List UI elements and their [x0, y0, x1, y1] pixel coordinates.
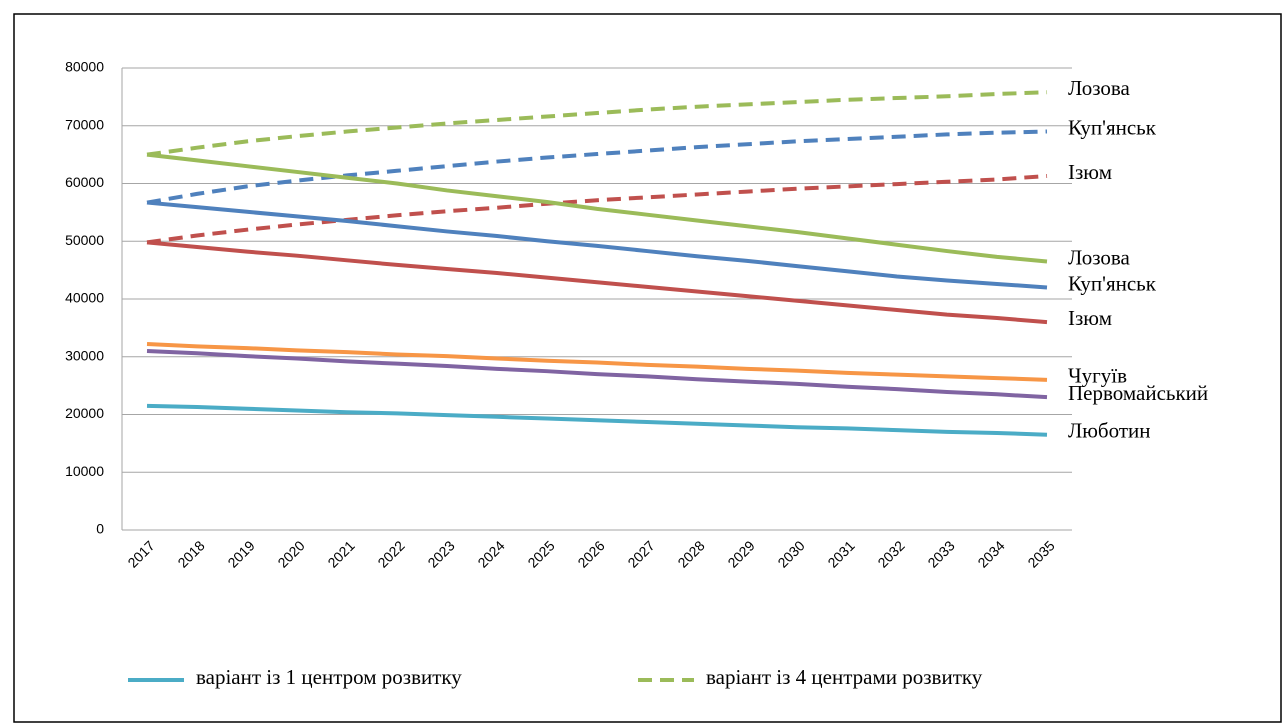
series-label: Люботин — [1068, 419, 1151, 443]
series-label: Куп'янськ — [1068, 271, 1157, 295]
series-line — [146, 240, 1048, 325]
series-label: Куп'янськ — [1068, 115, 1157, 139]
series-line — [146, 200, 1048, 290]
series-label: Ізюм — [1068, 306, 1112, 330]
y-tick-label: 0 — [96, 521, 104, 537]
y-tick-label: 80000 — [65, 59, 104, 75]
y-tick-label: 60000 — [65, 174, 104, 190]
series-label: Лозова — [1068, 245, 1131, 269]
chart-frame — [13, 13, 1282, 723]
series-line — [146, 342, 1048, 382]
legend-label: варіант із 1 центром розвитку — [196, 665, 462, 689]
series-label: Первомайський — [1068, 381, 1208, 405]
series-line — [146, 90, 1048, 157]
y-tick-label: 40000 — [65, 290, 104, 306]
y-tick-label: 20000 — [65, 405, 104, 421]
series-line — [146, 129, 1048, 205]
series-label: Чугуїв — [1068, 364, 1127, 388]
y-tick-label: 10000 — [65, 463, 104, 479]
series-line — [146, 173, 1048, 245]
series-label: Ізюм — [1068, 160, 1112, 184]
series-label: Лозова — [1068, 76, 1131, 100]
y-tick-label: 70000 — [65, 116, 104, 132]
series-line — [146, 348, 1048, 400]
series-line — [146, 403, 1048, 437]
y-tick-label: 50000 — [65, 232, 104, 248]
series-line — [146, 152, 1048, 264]
y-tick-label: 30000 — [65, 347, 104, 363]
legend-label: варіант із 4 центрами розвитку — [706, 665, 983, 689]
